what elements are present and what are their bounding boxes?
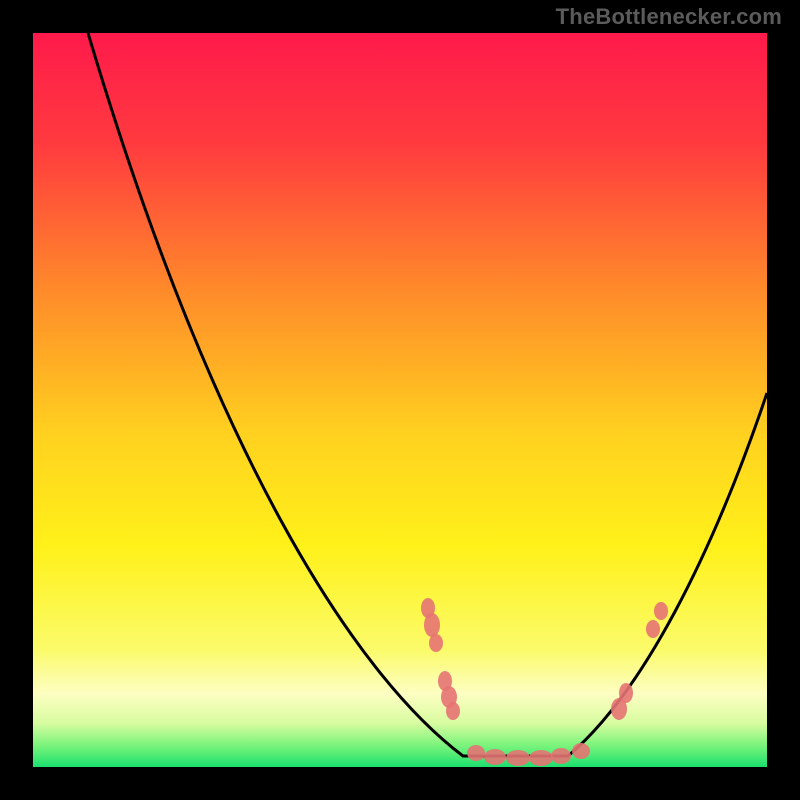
curve-marker [619,683,633,703]
curve-marker [551,748,571,764]
curve-marker [467,745,485,761]
curve-marker [646,620,660,638]
gradient-background [33,33,767,767]
chart-svg [0,0,800,800]
curve-marker [572,743,590,759]
curve-marker [484,749,506,765]
curve-marker [429,634,443,652]
curve-marker [424,613,440,637]
curve-marker [654,602,668,620]
curve-marker [529,750,553,766]
curve-marker [506,750,530,766]
curve-marker [446,702,460,720]
watermark-text: TheBottlenecker.com [556,4,782,30]
